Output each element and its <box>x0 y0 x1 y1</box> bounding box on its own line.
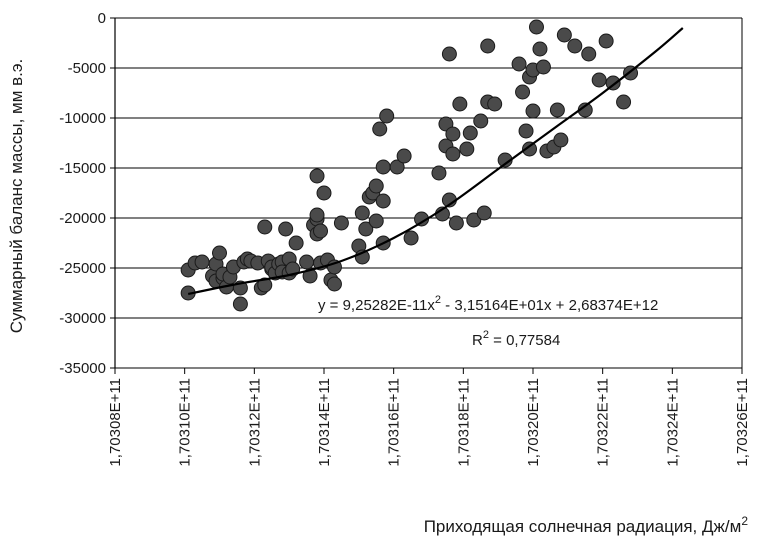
data-point-87 <box>518 123 534 139</box>
y-tick-label-5: -25000 <box>59 260 106 277</box>
x-tick-label-1: 1,70310E+11 <box>177 378 194 467</box>
x-tick-label-0: 1,70308E+11 <box>107 378 124 467</box>
x-tick-labels: 1,70308E+11 1,70310E+11 1,70312E+11 1,70314… <box>107 378 751 467</box>
data-point-35 <box>302 268 318 284</box>
data-point-79 <box>473 113 489 129</box>
y-tick-label-7: -35000 <box>59 360 106 377</box>
data-point-106 <box>616 94 632 110</box>
data-point-75 <box>452 96 468 112</box>
y-tick-label-1: -5000 <box>68 60 106 77</box>
data-point-61 <box>379 108 395 124</box>
x-tick-label-9: 1,70326E+11 <box>734 378 751 467</box>
data-point-3 <box>194 254 210 270</box>
data-point-62 <box>389 159 405 175</box>
y-tick-label-6: -30000 <box>59 310 106 327</box>
data-point-51 <box>354 205 370 221</box>
y-tick-label-2: -10000 <box>59 110 106 127</box>
x-tick-label-3: 1,70314E+11 <box>316 378 333 467</box>
data-point-29 <box>278 221 294 237</box>
data-point-63 <box>396 148 412 164</box>
data-point-41 <box>313 223 329 239</box>
data-point-85 <box>511 56 527 72</box>
y-axis-title: Суммарный баланс массы, мм в.э. <box>7 59 26 334</box>
data-point-48 <box>333 215 349 231</box>
data-point-56 <box>368 213 384 229</box>
data-point-77 <box>462 125 478 141</box>
data-point-100 <box>567 38 583 54</box>
data-point-88 <box>522 141 538 157</box>
data-point-80 <box>476 205 492 221</box>
data-point-57 <box>372 121 388 137</box>
data-point-99 <box>556 27 572 43</box>
data-point-7 <box>212 245 227 261</box>
data-point-76 <box>459 141 475 157</box>
data-point-86 <box>515 84 531 100</box>
data-point-103 <box>591 72 607 88</box>
data-point-102 <box>581 46 597 62</box>
data-point-34 <box>299 254 315 270</box>
data-point-74 <box>448 215 464 231</box>
trendline-equation: y = 9,25282E-11x2 - 3,15164E+01x + 2,683… <box>318 294 658 314</box>
data-point-52 <box>358 221 374 237</box>
data-point-38 <box>309 207 325 223</box>
data-point-97 <box>549 102 565 118</box>
data-point-90 <box>525 103 541 119</box>
data-point-66 <box>431 165 447 181</box>
y-tick-labels: 0 -5000 -10000 -15000 -20000 -25000 -30000 -350… <box>59 10 106 377</box>
y-tick-label-0: 0 <box>98 10 106 27</box>
x-tick-label-7: 1,70322E+11 <box>595 378 612 467</box>
data-point-104 <box>598 33 614 49</box>
x-tick-label-4: 1,70316E+11 <box>386 378 403 467</box>
data-point-92 <box>528 19 544 35</box>
data-point-40 <box>309 168 325 184</box>
x-tick-label-5: 1,70318E+11 <box>455 378 472 467</box>
data-point-21 <box>257 219 273 235</box>
data-point-59 <box>375 193 391 209</box>
y-tick-label-4: -20000 <box>59 210 106 227</box>
data-point-93 <box>532 41 548 57</box>
r-squared-label: R2 = 0,77584 <box>472 329 560 349</box>
y-tick-label-3: -15000 <box>59 160 106 177</box>
data-point-98 <box>553 132 569 148</box>
data-point-33 <box>288 235 304 251</box>
x-tick-label-8: 1,70324E+11 <box>664 378 681 467</box>
data-point-83 <box>487 96 503 112</box>
data-point-55 <box>368 178 384 194</box>
data-point-47 <box>326 276 342 292</box>
data-point-14 <box>232 296 248 312</box>
data-point-64 <box>403 230 419 246</box>
data-point-71 <box>441 46 457 62</box>
gridlines <box>115 17 742 369</box>
data-point-73 <box>445 146 461 162</box>
data-points <box>180 19 639 312</box>
data-point-72 <box>445 126 461 142</box>
axes <box>110 17 743 374</box>
data-point-58 <box>375 159 391 175</box>
x-axis-title: Приходящая солнечная радиация, Дж/м2 <box>424 514 749 536</box>
x-tick-label-6: 1,70320E+11 <box>525 378 542 467</box>
data-point-78 <box>466 212 482 228</box>
data-point-81 <box>480 38 496 54</box>
data-point-94 <box>535 59 551 75</box>
x-tick-label-2: 1,70312E+11 <box>246 378 263 467</box>
data-point-20 <box>257 277 273 293</box>
trendline <box>187 27 684 296</box>
data-point-43 <box>316 185 332 201</box>
